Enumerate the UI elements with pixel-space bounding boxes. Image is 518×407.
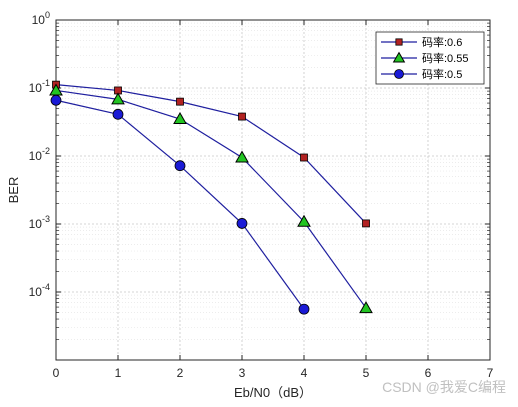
x-tick-labels: 0 1 2 3 4 5 6 7 <box>53 366 494 380</box>
data-point-circle <box>50 94 62 106</box>
y-tick-label: 10-1 <box>29 78 50 95</box>
x-tick-label: 5 <box>363 366 370 380</box>
plot-frame <box>55 19 491 361</box>
y-axis-label: BER <box>6 177 21 204</box>
legend-entry: 码率:0.6 <box>381 35 462 49</box>
data-point-circle <box>174 160 186 172</box>
x-tick-label: 6 <box>425 366 432 380</box>
y-tick-label: 100 <box>32 10 50 27</box>
series-layer <box>49 80 373 315</box>
x-axis-label: Eb/N0（dB） <box>234 385 312 400</box>
x-tick-label: 7 <box>487 366 494 380</box>
y-tick-label: 10-2 <box>29 146 50 163</box>
data-point-triangle <box>235 150 249 163</box>
legend-label: 码率:0.55 <box>422 51 468 65</box>
data-point-square <box>362 219 370 228</box>
data-point-circle <box>112 108 124 120</box>
legend-entry: 码率:0.55 <box>381 51 468 65</box>
data-point-square <box>395 38 403 46</box>
legend: 码率:0.6 码率:0.55 码率:0.5 <box>375 31 485 85</box>
legend-label: 码率:0.5 <box>422 67 462 81</box>
y-tick-label: 10-4 <box>29 282 50 299</box>
data-point-circle <box>394 69 404 79</box>
series-line <box>55 84 367 224</box>
x-tick-label: 0 <box>53 366 60 380</box>
series-2 <box>49 83 373 314</box>
series-3 <box>50 94 310 315</box>
series-line <box>55 89 367 309</box>
data-point-triangle <box>359 301 373 314</box>
data-point-triangle <box>111 92 125 105</box>
data-point-square <box>238 112 246 121</box>
y-tick-labels: 10-4 10-3 10-2 10-1 100 <box>29 10 50 299</box>
data-point-triangle <box>173 111 187 125</box>
y-tick-label: 10-3 <box>29 214 50 231</box>
x-tick-label: 2 <box>177 366 184 380</box>
data-point-square <box>176 97 184 106</box>
minor-grid <box>56 22 490 340</box>
legend-label: 码率:0.6 <box>422 35 462 49</box>
x-tick-label: 3 <box>239 366 246 380</box>
x-tick-label: 4 <box>301 366 308 380</box>
data-point-square <box>300 153 308 162</box>
data-point-triangle <box>392 51 406 63</box>
watermark-text: CSDN @我爱C编程 <box>382 379 506 395</box>
x-tick-label: 1 <box>115 366 122 380</box>
axis-ticks <box>55 19 491 361</box>
data-point-triangle <box>297 214 311 227</box>
data-point-circle <box>298 303 310 315</box>
data-point-circle <box>236 218 248 229</box>
legend-entry: 码率:0.5 <box>381 67 462 81</box>
